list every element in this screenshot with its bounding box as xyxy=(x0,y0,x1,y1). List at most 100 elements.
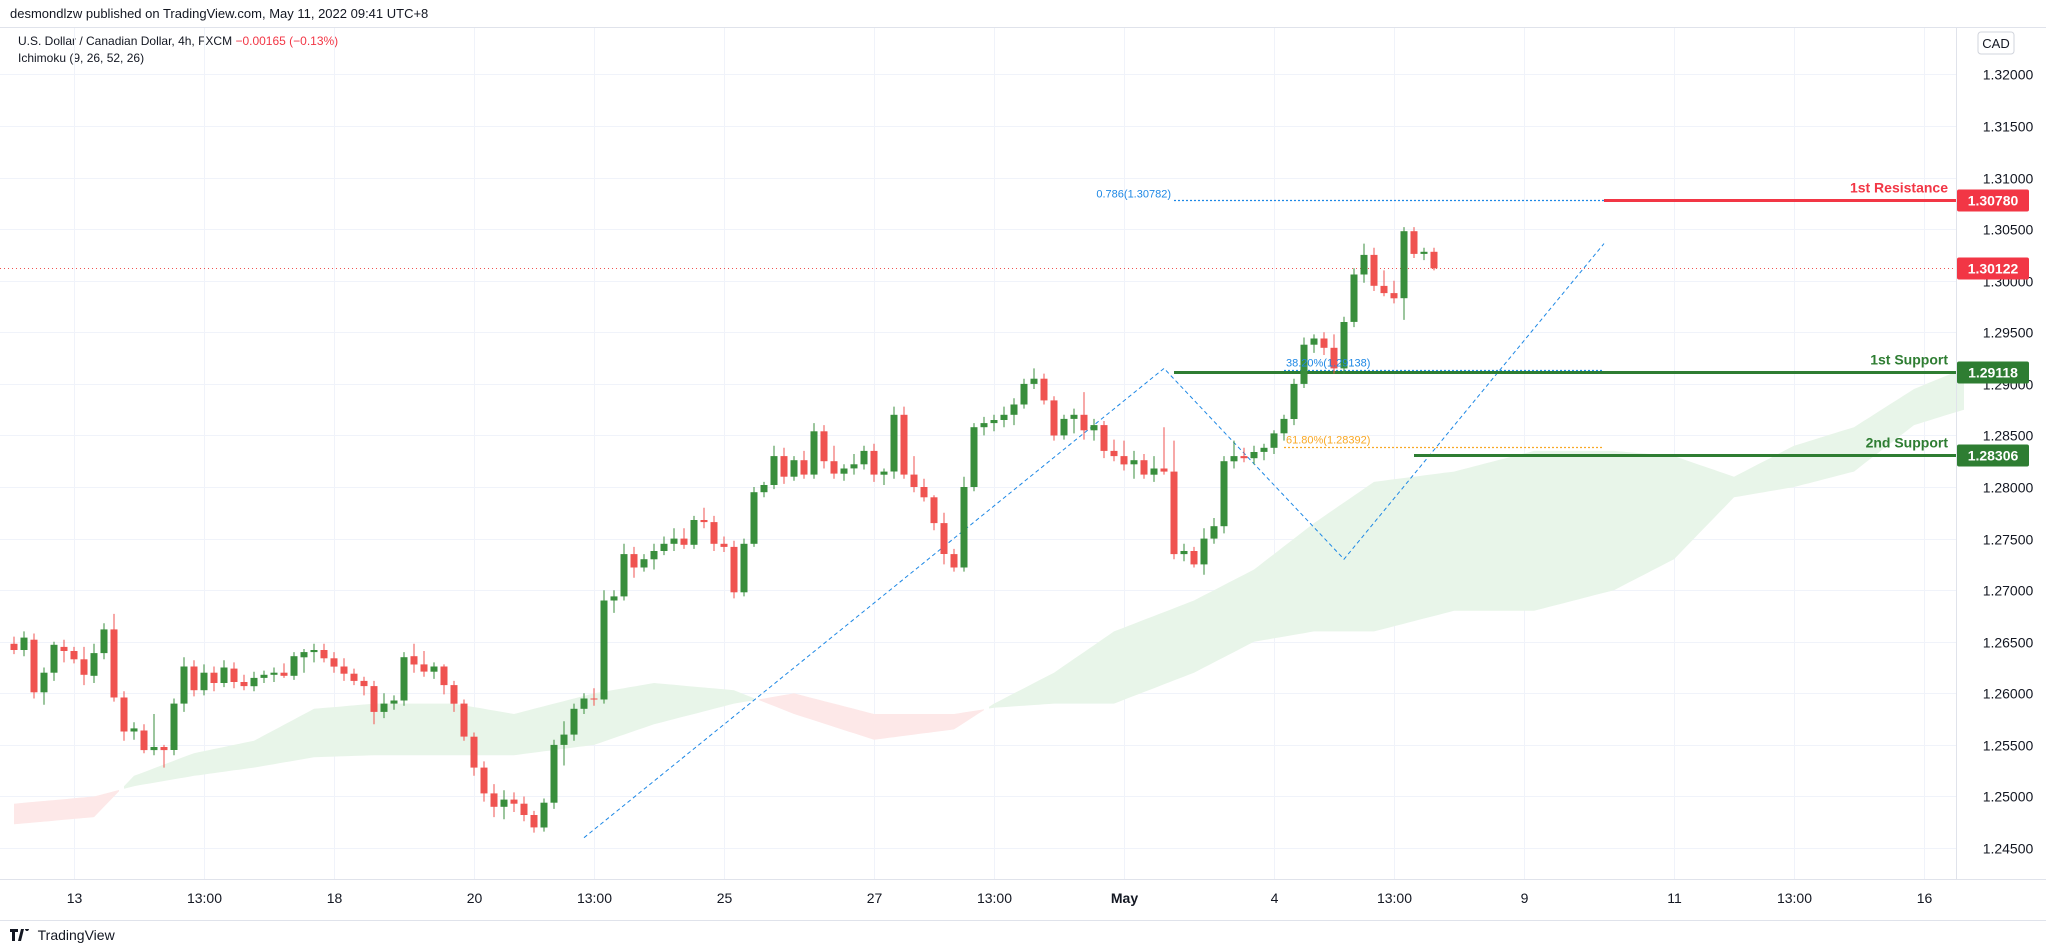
candle[interactable] xyxy=(650,543,658,570)
candle[interactable] xyxy=(1410,227,1418,258)
candle[interactable] xyxy=(630,546,638,578)
candle[interactable] xyxy=(780,447,788,484)
candle[interactable] xyxy=(840,464,848,481)
candle[interactable] xyxy=(870,443,878,482)
candle[interactable] xyxy=(1010,398,1018,426)
candle[interactable] xyxy=(1180,543,1188,562)
candle[interactable] xyxy=(970,423,978,492)
candle[interactable] xyxy=(450,680,458,712)
candle[interactable] xyxy=(130,722,138,740)
candle[interactable] xyxy=(420,651,428,677)
candle[interactable] xyxy=(1020,378,1028,409)
candle[interactable] xyxy=(20,631,28,657)
candle[interactable] xyxy=(720,536,728,553)
candle[interactable] xyxy=(1250,445,1258,465)
candle[interactable] xyxy=(430,662,438,679)
candle[interactable] xyxy=(890,406,898,479)
candle[interactable] xyxy=(500,790,508,820)
candle[interactable] xyxy=(1390,280,1398,304)
candle[interactable] xyxy=(470,732,478,776)
candle[interactable] xyxy=(320,643,328,663)
candle[interactable] xyxy=(760,481,768,498)
candle[interactable] xyxy=(400,652,408,706)
candle[interactable] xyxy=(700,507,708,529)
candle[interactable] xyxy=(1040,373,1048,405)
candle[interactable] xyxy=(1000,406,1008,428)
candle[interactable] xyxy=(1330,334,1338,374)
candle[interactable] xyxy=(1380,270,1388,297)
candle[interactable] xyxy=(210,666,218,692)
candle[interactable] xyxy=(530,810,538,833)
candle[interactable] xyxy=(510,792,518,812)
symbol-legend[interactable]: U.S. Dollar / Canadian Dollar, 4h, FXCM … xyxy=(18,34,338,48)
candle[interactable] xyxy=(690,515,698,549)
candle[interactable] xyxy=(790,456,798,481)
candle[interactable] xyxy=(70,646,78,664)
candle[interactable] xyxy=(50,641,58,681)
candle[interactable] xyxy=(820,425,828,469)
candle[interactable] xyxy=(550,739,558,809)
candle[interactable] xyxy=(660,536,668,556)
candle[interactable] xyxy=(200,664,208,696)
candle[interactable] xyxy=(1370,247,1378,291)
candle[interactable] xyxy=(230,662,238,689)
candle[interactable] xyxy=(100,623,108,660)
candle[interactable] xyxy=(520,796,528,822)
candle[interactable] xyxy=(940,512,948,565)
candle[interactable] xyxy=(40,667,48,705)
candle[interactable] xyxy=(1280,414,1288,441)
candle[interactable] xyxy=(300,649,308,673)
candle[interactable] xyxy=(1200,528,1208,575)
candle[interactable] xyxy=(1230,440,1238,469)
candle[interactable] xyxy=(1290,378,1298,426)
candle[interactable] xyxy=(710,515,718,551)
candle[interactable] xyxy=(1220,456,1228,534)
candle[interactable] xyxy=(1240,447,1248,463)
candle[interactable] xyxy=(1360,243,1368,283)
candle[interactable] xyxy=(570,703,578,741)
candle[interactable] xyxy=(220,660,228,688)
candle[interactable] xyxy=(880,468,888,486)
candle[interactable] xyxy=(480,761,488,802)
candle[interactable] xyxy=(370,680,378,725)
candle[interactable] xyxy=(980,416,988,436)
candle[interactable] xyxy=(1080,392,1088,440)
candle[interactable] xyxy=(1120,440,1128,471)
candle[interactable] xyxy=(1140,454,1148,479)
candle[interactable] xyxy=(930,495,938,531)
candle[interactable] xyxy=(850,454,858,475)
candle[interactable] xyxy=(830,445,838,479)
candle[interactable] xyxy=(860,445,868,470)
candle[interactable] xyxy=(1110,439,1118,462)
candle[interactable] xyxy=(730,540,738,599)
candle[interactable] xyxy=(1400,227,1408,320)
candle[interactable] xyxy=(1270,430,1278,454)
candle[interactable] xyxy=(1070,408,1078,434)
candle[interactable] xyxy=(1210,518,1218,544)
candle[interactable] xyxy=(1310,334,1318,353)
candle[interactable] xyxy=(1060,414,1068,440)
candle[interactable] xyxy=(280,663,288,678)
currency-badge[interactable]: CAD xyxy=(1977,31,2015,55)
candle[interactable] xyxy=(560,721,568,766)
candle[interactable] xyxy=(680,528,688,549)
candle[interactable] xyxy=(120,691,128,741)
candle[interactable] xyxy=(1030,368,1038,389)
candle[interactable] xyxy=(920,478,928,502)
price-chart[interactable]: 0.786(1.30782) 38.20%(1.29138) 61.80%(1.28… xyxy=(0,28,2046,920)
candle[interactable] xyxy=(380,693,388,719)
candle[interactable] xyxy=(330,652,338,673)
candle[interactable] xyxy=(1170,440,1178,560)
candle[interactable] xyxy=(250,671,258,692)
candle[interactable] xyxy=(110,613,118,702)
candle[interactable] xyxy=(590,688,598,706)
candle[interactable] xyxy=(740,538,748,597)
candle[interactable] xyxy=(950,548,958,572)
candle[interactable] xyxy=(90,643,98,683)
candle[interactable] xyxy=(170,698,178,756)
candle[interactable] xyxy=(600,590,608,704)
candle[interactable] xyxy=(900,406,908,479)
candle[interactable] xyxy=(1350,268,1358,328)
candle[interactable] xyxy=(240,674,248,691)
candle[interactable] xyxy=(410,643,418,673)
